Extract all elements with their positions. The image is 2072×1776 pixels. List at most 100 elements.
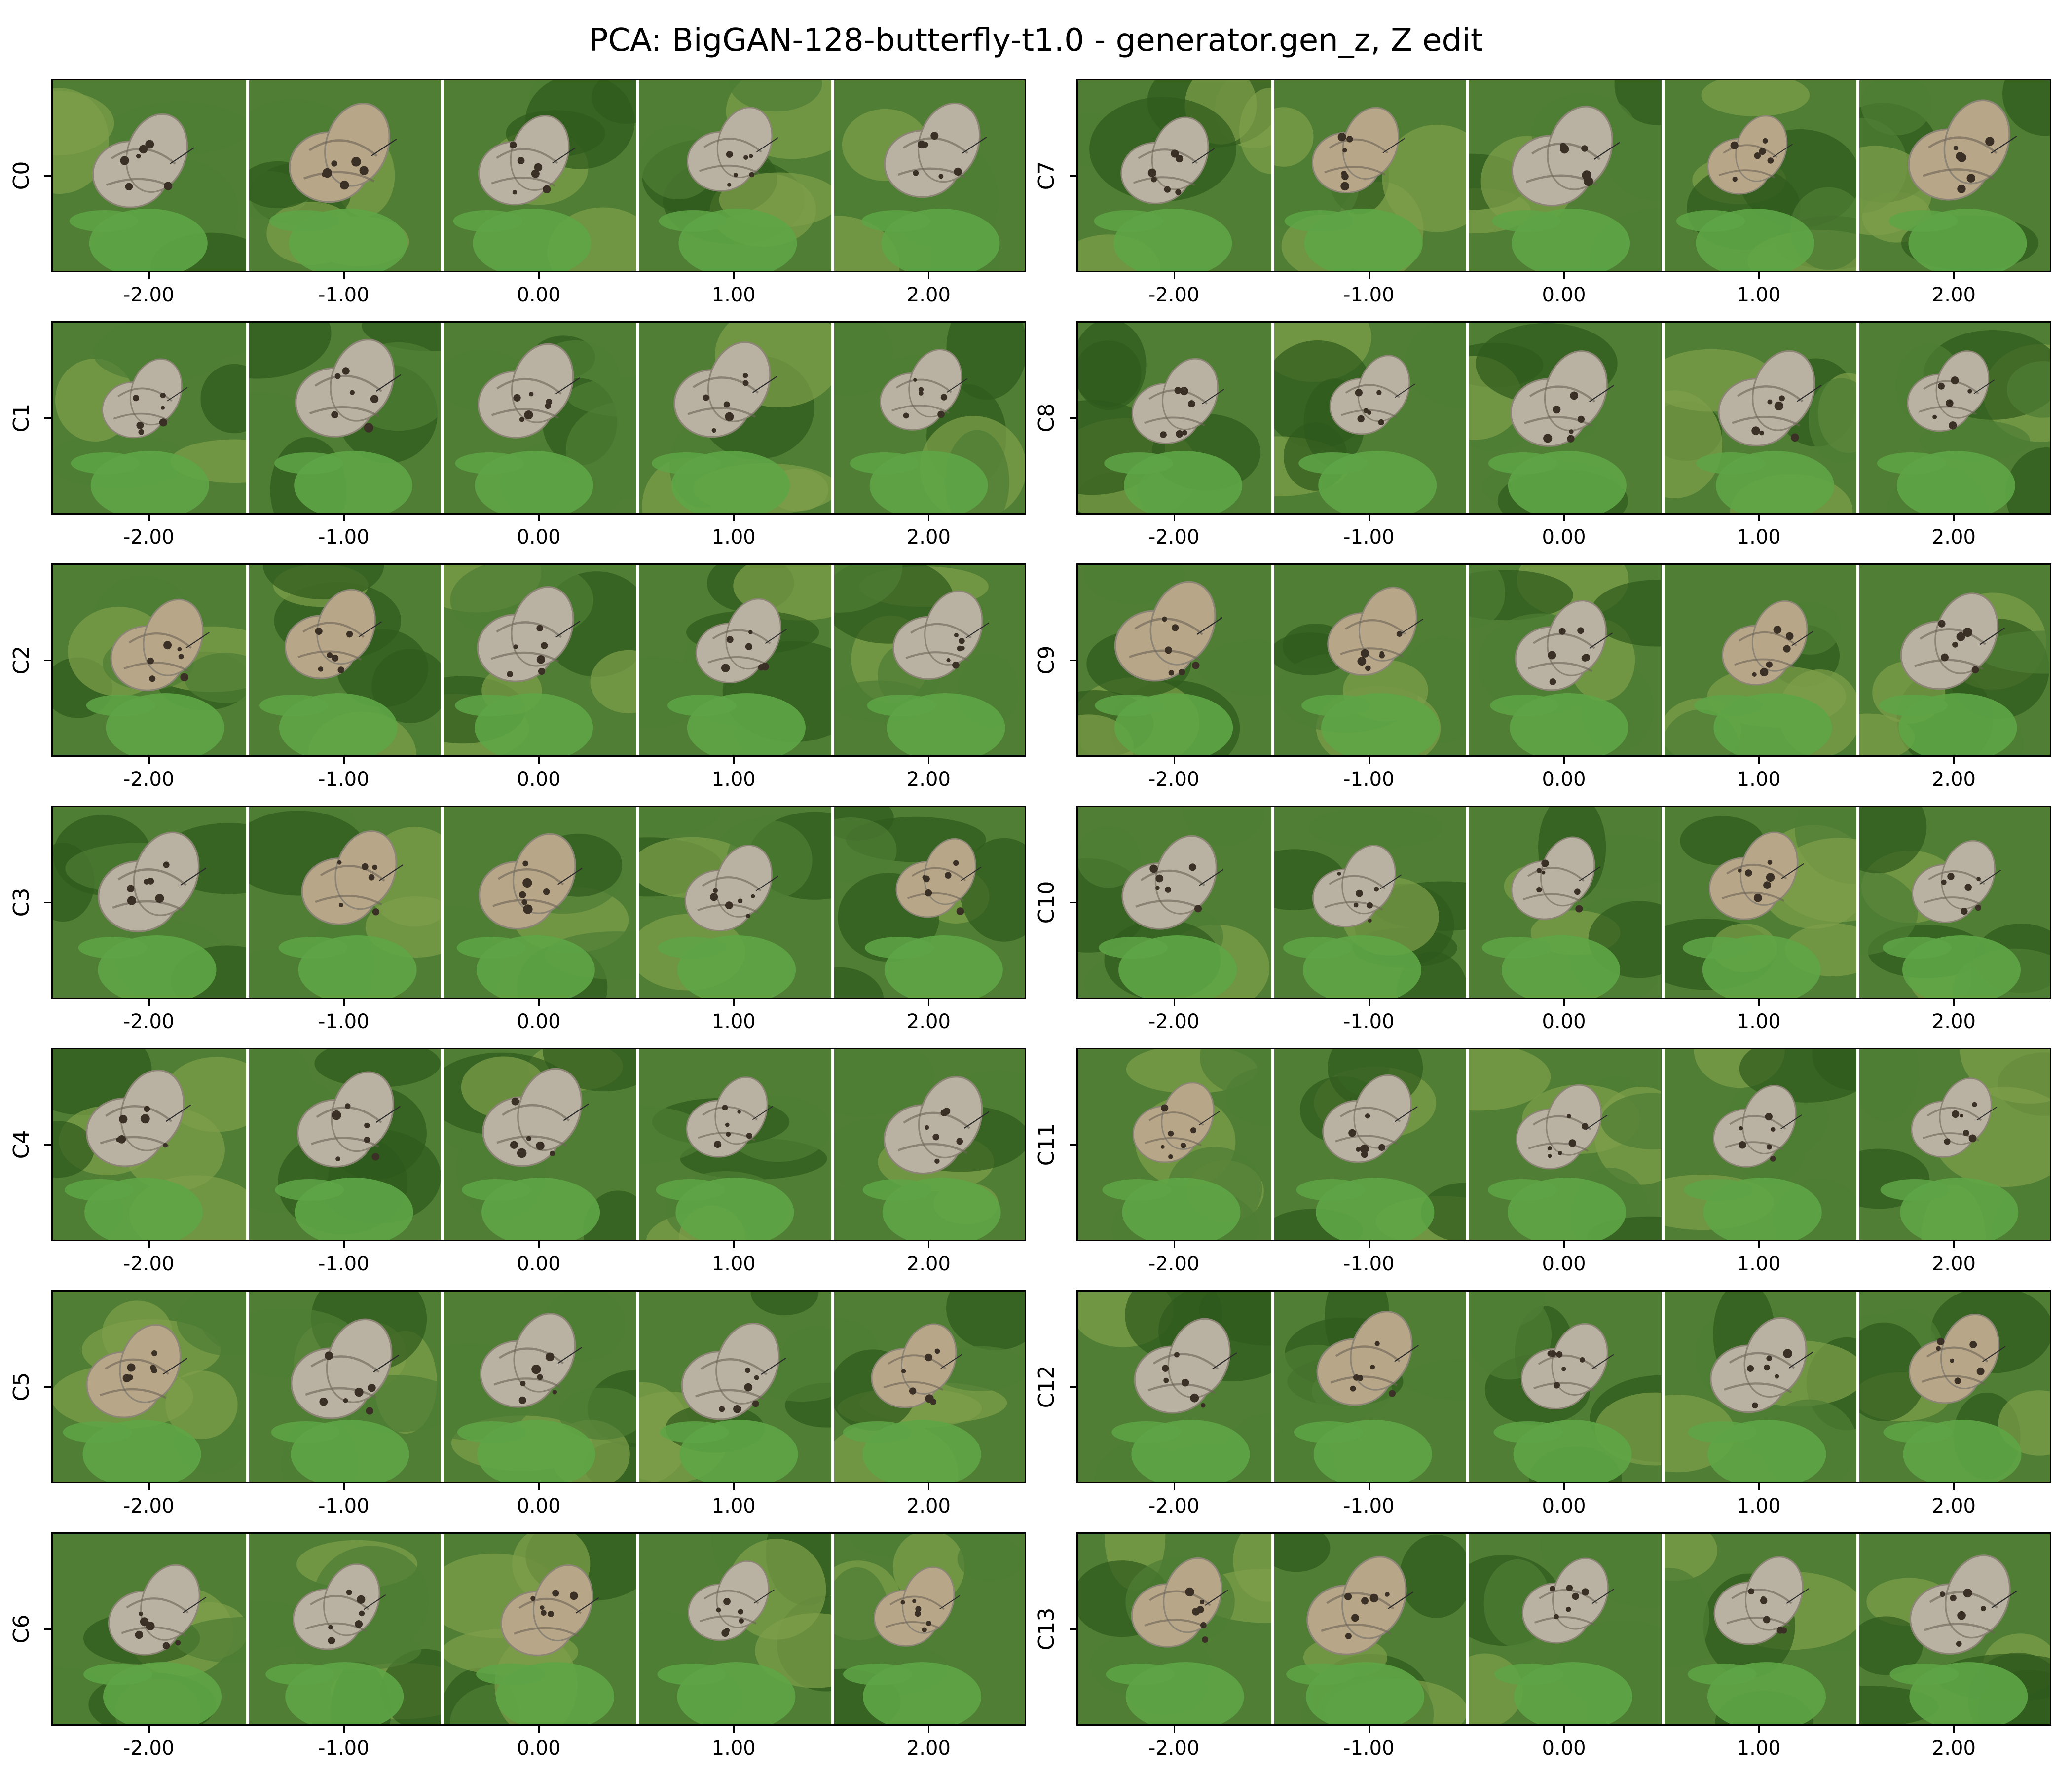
row-label: C8 <box>1034 403 1059 433</box>
tile-separator <box>441 1292 444 1482</box>
tile-separator <box>831 323 834 513</box>
y-tick-mark <box>44 417 51 419</box>
tile-separator <box>831 1534 834 1724</box>
x-tick-mark <box>733 999 735 1006</box>
tile-separator <box>1466 80 1470 271</box>
component-row-c13 <box>1076 1532 2051 1726</box>
tile-separator <box>246 1534 250 1724</box>
x-tick-label: -1.00 <box>1343 1737 1395 1760</box>
tile-separator <box>1271 1292 1275 1482</box>
butterfly-image-tile <box>1078 1534 1271 1724</box>
tile-separator <box>1661 80 1665 271</box>
x-tick-label: 0.00 <box>517 1010 561 1033</box>
butterfly-image-tile <box>248 1049 442 1240</box>
x-tick-mark <box>733 272 735 279</box>
row-label: C13 <box>1034 1607 1059 1651</box>
tile-separator <box>441 807 444 998</box>
component-row-c12 <box>1076 1290 2051 1483</box>
tile-separator <box>441 323 444 513</box>
x-tick-label: -2.00 <box>123 284 175 306</box>
x-tick-mark <box>538 1483 540 1490</box>
x-tick-label: 0.00 <box>517 526 561 549</box>
x-tick-mark <box>1563 757 1565 764</box>
x-tick-label: -2.00 <box>123 1737 175 1760</box>
tile-separator <box>1661 565 1665 755</box>
x-tick-label: 2.00 <box>1931 526 1976 549</box>
butterfly-image-tile <box>1078 80 1271 271</box>
x-tick-label: -2.00 <box>123 1253 175 1275</box>
butterfly-image-tile <box>1273 1292 1467 1482</box>
x-tick-mark <box>1953 999 1955 1006</box>
row-label: C4 <box>9 1130 34 1159</box>
component-row-c8 <box>1076 321 2051 515</box>
x-tick-mark <box>343 1241 345 1248</box>
component-row-c3 <box>51 806 1026 999</box>
butterfly-image-tile <box>53 1292 246 1482</box>
x-tick-label: 0.00 <box>1542 768 1586 791</box>
tile-separator <box>1466 807 1470 998</box>
x-tick-mark <box>733 515 735 521</box>
x-tick-mark <box>1563 1726 1565 1733</box>
tile-separator <box>831 807 834 998</box>
butterfly-image-tile <box>1273 807 1467 998</box>
x-tick-label: 2.00 <box>906 768 951 791</box>
x-tick-label: 1.00 <box>1737 284 1781 306</box>
row-label: C6 <box>9 1614 34 1644</box>
butterfly-image-tile <box>1857 80 2050 271</box>
tile-separator <box>441 565 444 755</box>
x-tick-label: -1.00 <box>318 284 370 306</box>
tile-separator <box>636 565 639 755</box>
x-tick-mark <box>928 1726 930 1733</box>
x-tick-mark <box>148 1726 150 1733</box>
row-label: C2 <box>9 645 34 675</box>
tile-separator <box>246 807 250 998</box>
x-tick-label: -2.00 <box>1148 284 1200 306</box>
x-tick-mark <box>538 999 540 1006</box>
x-tick-label: -1.00 <box>1343 1495 1395 1517</box>
x-tick-mark <box>1758 757 1760 764</box>
x-tick-mark <box>1758 999 1760 1006</box>
butterfly-image-tile <box>443 323 636 513</box>
row-label: C1 <box>9 403 34 433</box>
x-tick-mark <box>1368 1241 1370 1248</box>
tile-separator <box>1271 80 1275 271</box>
butterfly-image-tile <box>1078 1049 1271 1240</box>
x-tick-label: 0.00 <box>1542 284 1586 306</box>
tile-separator <box>1466 1049 1470 1240</box>
x-tick-mark <box>1563 272 1565 279</box>
tile-separator <box>636 1292 639 1482</box>
butterfly-image-tile <box>832 323 1025 513</box>
x-tick-label: 1.00 <box>711 284 756 306</box>
x-tick-mark <box>1953 272 1955 279</box>
tile-separator <box>831 1292 834 1482</box>
x-tick-label: 1.00 <box>711 768 756 791</box>
x-tick-label: 0.00 <box>1542 1253 1586 1275</box>
y-tick-mark <box>44 175 51 177</box>
tile-separator <box>246 1292 250 1482</box>
tile-separator <box>246 80 250 271</box>
x-tick-mark <box>1563 999 1565 1006</box>
butterfly-image-tile <box>53 1534 246 1724</box>
tile-separator <box>1271 1049 1275 1240</box>
tile-separator <box>1466 565 1470 755</box>
x-tick-label: -2.00 <box>1148 1253 1200 1275</box>
tile-separator <box>1856 1292 1859 1482</box>
butterfly-image-tile <box>1468 323 1662 513</box>
x-tick-label: 2.00 <box>906 1737 951 1760</box>
x-tick-mark <box>1758 1726 1760 1733</box>
x-tick-mark <box>1173 999 1175 1006</box>
tile-separator <box>636 1049 639 1240</box>
row-label: C9 <box>1034 645 1059 675</box>
x-tick-mark <box>148 1483 150 1490</box>
butterfly-image-tile <box>1663 565 1856 755</box>
x-tick-label: 0.00 <box>1542 1495 1586 1517</box>
tile-separator <box>246 323 250 513</box>
x-tick-label: 1.00 <box>711 1495 756 1517</box>
butterfly-image-tile <box>637 565 831 755</box>
butterfly-image-tile <box>1857 1049 2050 1240</box>
x-tick-label: -2.00 <box>123 1495 175 1517</box>
x-tick-label: -2.00 <box>1148 1737 1200 1760</box>
x-tick-mark <box>538 272 540 279</box>
butterfly-image-tile <box>1663 1292 1856 1482</box>
y-tick-mark <box>44 902 51 903</box>
